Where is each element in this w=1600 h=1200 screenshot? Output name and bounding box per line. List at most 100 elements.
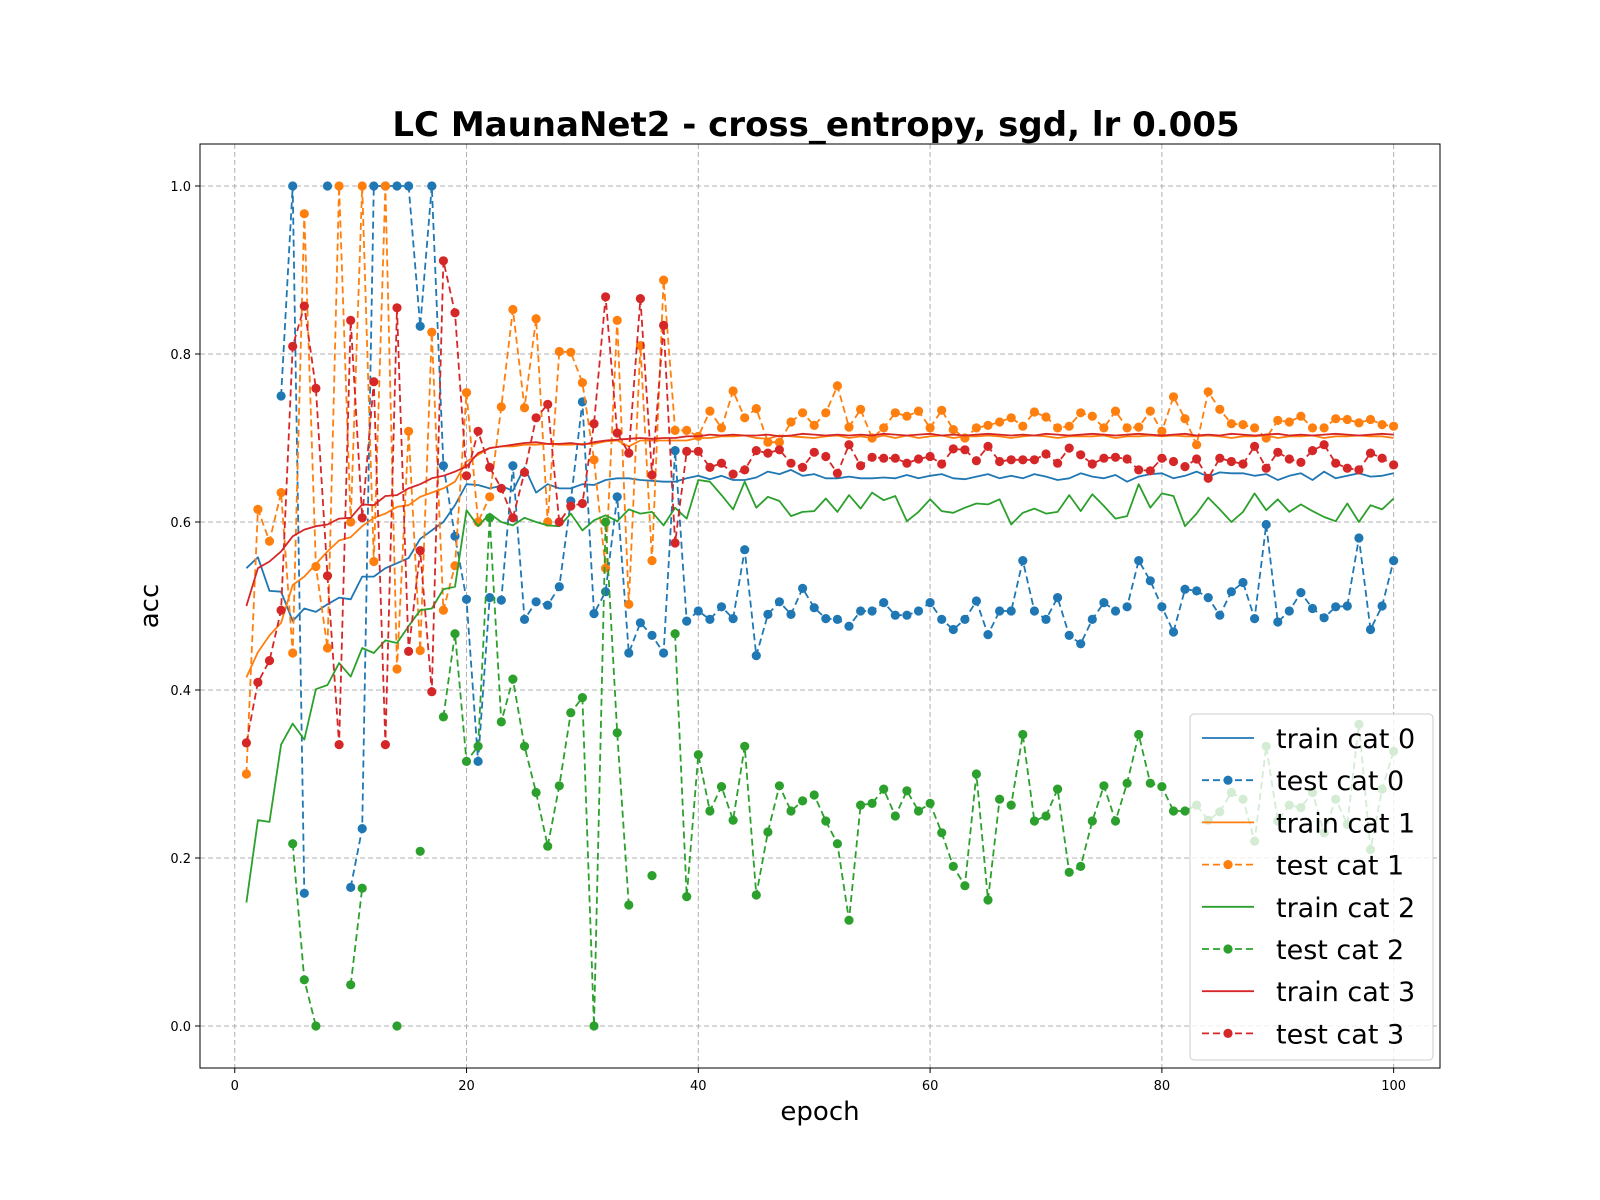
data-point [357, 824, 367, 834]
data-point [1018, 556, 1028, 566]
data-point [1226, 456, 1236, 467]
data-point [1018, 729, 1028, 740]
data-point [948, 861, 958, 872]
data-point [798, 408, 808, 418]
data-point [1307, 446, 1318, 456]
data-point [1134, 556, 1144, 566]
data-point [543, 399, 553, 409]
data-point [380, 181, 390, 191]
data-point [925, 598, 935, 608]
data-point [1029, 606, 1039, 616]
series-train-cat-3 [245, 432, 1394, 607]
data-point [995, 606, 1005, 616]
data-point [647, 630, 657, 641]
data-point [1053, 593, 1063, 603]
data-point [624, 900, 634, 910]
series-line-test-cat-3 [245, 259, 1395, 746]
data-point [705, 406, 715, 416]
data-point [392, 1021, 402, 1031]
data-point [1157, 453, 1167, 463]
data-point [832, 839, 843, 849]
data-point [670, 425, 680, 435]
legend-label: test cat 0 [1276, 766, 1404, 797]
data-point [1215, 453, 1225, 463]
data-point [1307, 603, 1318, 614]
data-point [1250, 614, 1260, 624]
data-point [1238, 420, 1248, 430]
data-point [740, 741, 750, 751]
data-point [1226, 587, 1236, 597]
data-point [856, 606, 866, 616]
data-point [879, 423, 889, 433]
data-point [508, 304, 518, 315]
data-point [438, 712, 448, 722]
data-point [1122, 423, 1132, 433]
data-point [346, 315, 356, 325]
data-point [682, 616, 692, 626]
data-point [392, 181, 402, 191]
y-tick-label: 0.4 [170, 684, 191, 699]
data-point [670, 446, 680, 456]
data-point [264, 536, 275, 546]
data-point [659, 275, 669, 285]
data-point [1215, 404, 1225, 414]
data-point [369, 556, 379, 567]
data-point [971, 769, 982, 779]
data-point [1087, 411, 1097, 421]
data-point [682, 892, 692, 902]
data-point [1157, 782, 1167, 792]
legend-label: train cat 0 [1276, 724, 1415, 755]
data-point [1168, 806, 1179, 816]
data-point [322, 181, 333, 191]
data-point [1319, 613, 1329, 623]
data-point [913, 806, 924, 816]
x-tick-label: 60 [922, 1079, 939, 1094]
data-point [427, 687, 437, 697]
data-point [740, 545, 750, 555]
data-point [1029, 455, 1039, 465]
data-point [264, 656, 275, 666]
data-point [798, 796, 808, 806]
data-point [774, 597, 785, 607]
data-point [450, 629, 460, 639]
data-point [1180, 584, 1190, 594]
axis-ticks: 0 20 40 60 80 100 0.0 0.2 0.4 0.6 0.8 1.0 [170, 180, 1406, 1094]
data-point [624, 448, 634, 458]
data-point [404, 646, 414, 657]
series-line-test-cat-1 [245, 185, 1394, 775]
data-point [832, 468, 843, 478]
data-point [705, 462, 715, 472]
data-point [346, 980, 356, 990]
data-point [716, 602, 727, 612]
data-point [1145, 576, 1155, 586]
data-point [879, 598, 889, 608]
data-point [438, 461, 448, 471]
x-tick-label: 100 [1381, 1079, 1406, 1094]
legend-swatch-marker [1223, 775, 1233, 785]
data-point [496, 402, 506, 412]
data-point [1203, 473, 1213, 483]
data-point [299, 209, 309, 219]
data-point [1076, 639, 1086, 649]
data-point [774, 437, 785, 447]
data-point [241, 738, 251, 748]
x-tick-label: 40 [690, 1079, 707, 1094]
data-point [867, 452, 877, 462]
data-point [311, 561, 321, 572]
data-point [1389, 460, 1399, 470]
data-point [392, 664, 402, 674]
data-point [357, 513, 367, 523]
data-point [276, 391, 286, 401]
data-point [1273, 415, 1283, 425]
data-point [1261, 519, 1271, 530]
data-point [380, 740, 390, 750]
data-point [647, 556, 657, 566]
data-point [879, 784, 889, 794]
data-point [763, 827, 773, 837]
data-point [1064, 421, 1074, 431]
data-point [311, 1021, 321, 1031]
data-point [867, 798, 877, 809]
data-point [937, 614, 947, 625]
data-point [809, 603, 819, 613]
data-point [1296, 588, 1306, 598]
